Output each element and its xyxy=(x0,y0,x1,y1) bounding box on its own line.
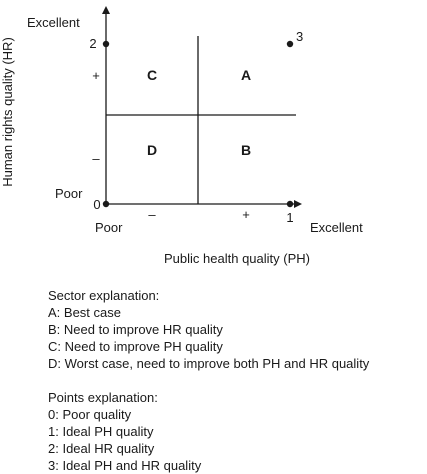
sector-explanation: Sector explanation: A: Best case B: Need… xyxy=(48,287,369,372)
sector-d-label: D xyxy=(147,142,157,158)
points-explanation-item: 3: Ideal PH and HR quality xyxy=(48,458,202,473)
sector-explanation-item: A: Best case xyxy=(48,305,121,320)
origin-zero: 0 xyxy=(93,197,100,212)
y-excellent-label: Excellent xyxy=(27,15,80,30)
sector-c-label: C xyxy=(147,67,157,83)
y-axis-title: Human rights quality (HR) xyxy=(0,37,15,187)
y-tick-two: 2 xyxy=(89,36,96,51)
sector-explanation-heading: Sector explanation: xyxy=(48,288,160,303)
point-0 xyxy=(102,200,110,208)
points-explanation-heading: Points explanation: xyxy=(48,390,158,405)
point-2 xyxy=(102,40,110,48)
sector-a-label: A xyxy=(241,67,251,83)
x-minus-sign: – xyxy=(148,207,156,222)
x-poor-label: Poor xyxy=(95,220,123,235)
y-poor-label: Poor xyxy=(55,186,83,201)
sector-explanation-item: B: Need to improve HR quality xyxy=(48,322,223,337)
x-plus-sign: + xyxy=(242,207,250,222)
sector-explanation-item: D: Worst case, need to improve both PH a… xyxy=(48,356,370,371)
points-explanation-item: 1: Ideal PH quality xyxy=(48,424,154,439)
points-explanation-item: 0: Poor quality xyxy=(48,407,132,422)
point-3-label: 3 xyxy=(296,29,303,44)
points-explanation: Points explanation: 0: Poor quality 1: I… xyxy=(48,389,201,474)
points-explanation-item: 2: Ideal HR quality xyxy=(48,441,155,456)
x-axis-title: Public health quality (PH) xyxy=(164,251,310,266)
point-1 xyxy=(286,200,294,208)
point-3 xyxy=(286,40,294,48)
x-excellent-label: Excellent xyxy=(310,220,363,235)
y-minus-sign: – xyxy=(92,151,100,166)
sector-explanation-item: C: Need to improve PH quality xyxy=(48,339,223,354)
x-tick-one: 1 xyxy=(286,210,293,225)
sector-b-label: B xyxy=(241,142,251,158)
y-plus-sign: + xyxy=(92,68,100,83)
